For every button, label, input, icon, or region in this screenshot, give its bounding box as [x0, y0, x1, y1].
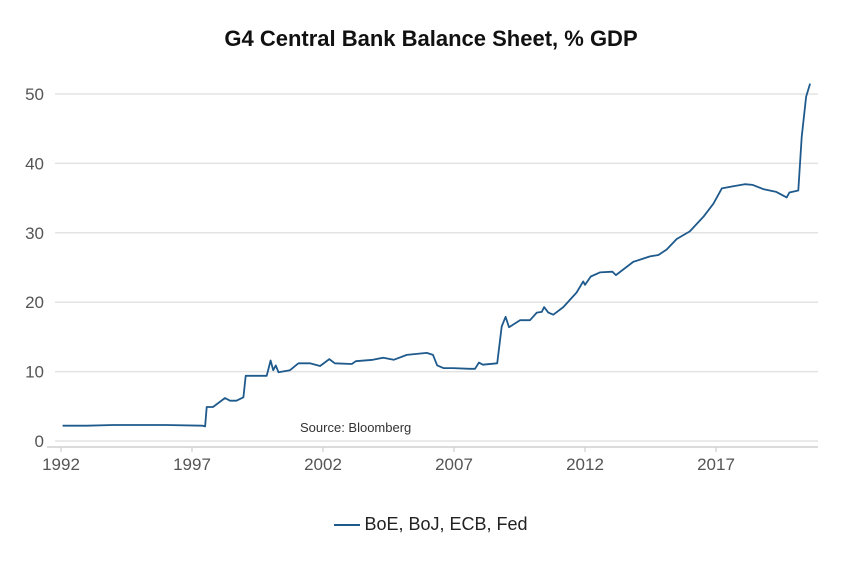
legend: BoE, BoJ, ECB, Fed — [0, 514, 862, 535]
y-tick-label: 40 — [25, 154, 44, 173]
chart-title: G4 Central Bank Balance Sheet, % GDP — [224, 26, 638, 51]
y-tick-label: 10 — [25, 363, 44, 382]
y-tick-label: 30 — [25, 224, 44, 243]
legend-label: BoE, BoJ, ECB, Fed — [364, 514, 528, 534]
y-tick-label: 20 — [25, 293, 44, 312]
x-tick-label: 1997 — [173, 455, 211, 474]
y-tick-label: 50 — [25, 85, 44, 104]
x-tick-label: 2012 — [566, 455, 604, 474]
legend-swatch — [334, 523, 361, 526]
y-axis: 0 10 20 30 40 50 — [25, 85, 44, 451]
x-axis: 1992 1997 2002 2007 2012 2017 — [42, 446, 818, 474]
series-line-g4 — [62, 83, 811, 428]
gridlines — [55, 93, 818, 442]
source-annotation: Source: Bloomberg — [300, 420, 411, 435]
x-tick-label: 2002 — [304, 455, 342, 474]
x-tick-label: 2007 — [435, 455, 473, 474]
x-tick-label: 1992 — [42, 455, 80, 474]
y-tick-label: 0 — [35, 432, 44, 451]
x-tick-label: 2017 — [697, 455, 735, 474]
